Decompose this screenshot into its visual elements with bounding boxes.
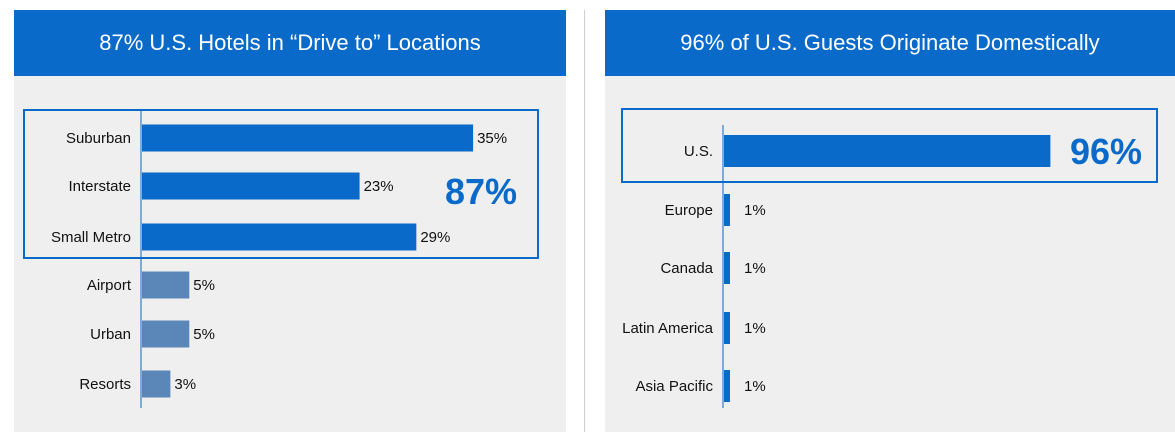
left-chart-title: 87% U.S. Hotels in “Drive to” Locations <box>14 10 566 76</box>
category-label-urban: Urban <box>90 326 131 343</box>
right-chart-panel: 96% of U.S. Guests Originate Domesticall… <box>605 10 1175 432</box>
left-highlight-total: 87% <box>445 171 518 212</box>
category-label-europe: Europe <box>665 202 713 219</box>
category-label-interstate: Interstate <box>68 178 131 195</box>
value-label-urban: 5% <box>193 326 215 343</box>
category-label-u-s: U.S. <box>684 143 713 160</box>
value-label-europe: 1% <box>744 202 766 219</box>
bar-latin-america <box>724 312 730 344</box>
category-label-latin-america: Latin America <box>622 320 714 337</box>
category-label-asia-pacific: Asia Pacific <box>635 378 713 395</box>
category-label-suburban: Suburban <box>66 130 131 147</box>
bar-interstate <box>142 172 360 200</box>
bar-asia-pacific <box>724 370 730 402</box>
highlight-box <box>621 108 1158 183</box>
category-label-resorts: Resorts <box>79 376 131 393</box>
category-label-canada: Canada <box>660 260 713 277</box>
bar-canada <box>724 252 730 284</box>
left-chart-panel: 87% U.S. Hotels in “Drive to” Locations … <box>14 10 566 432</box>
bar-u-s <box>724 135 1051 167</box>
value-label-suburban: 35% <box>477 130 507 147</box>
value-label-resorts: 3% <box>174 376 196 393</box>
right-bar-chart: U.S. Europe 1% Canada 1% Latin America 1% Asia … <box>621 108 1158 408</box>
value-label-airport: 5% <box>193 277 215 294</box>
bar-suburban <box>142 124 474 152</box>
right-highlight-total: 96% <box>1070 131 1143 172</box>
category-label-airport: Airport <box>87 277 132 294</box>
value-label-latin-america: 1% <box>744 320 766 337</box>
bar-urban <box>142 320 190 348</box>
value-label-canada: 1% <box>744 260 766 277</box>
panel-divider <box>584 10 585 432</box>
value-label-interstate: 23% <box>364 178 394 195</box>
left-bar-chart: Suburban 35% Interstate 23% Small Metro 29% Ai… <box>23 109 539 408</box>
bar-small-metro <box>142 223 417 251</box>
bar-europe <box>724 194 730 226</box>
value-label-asia-pacific: 1% <box>744 378 766 395</box>
bar-resorts <box>142 370 171 398</box>
value-label-small-metro: 29% <box>420 229 450 246</box>
bar-airport <box>142 271 190 299</box>
category-label-small-metro: Small Metro <box>51 229 131 246</box>
right-chart-title: 96% of U.S. Guests Originate Domesticall… <box>605 10 1175 76</box>
highlight-box <box>23 109 539 259</box>
